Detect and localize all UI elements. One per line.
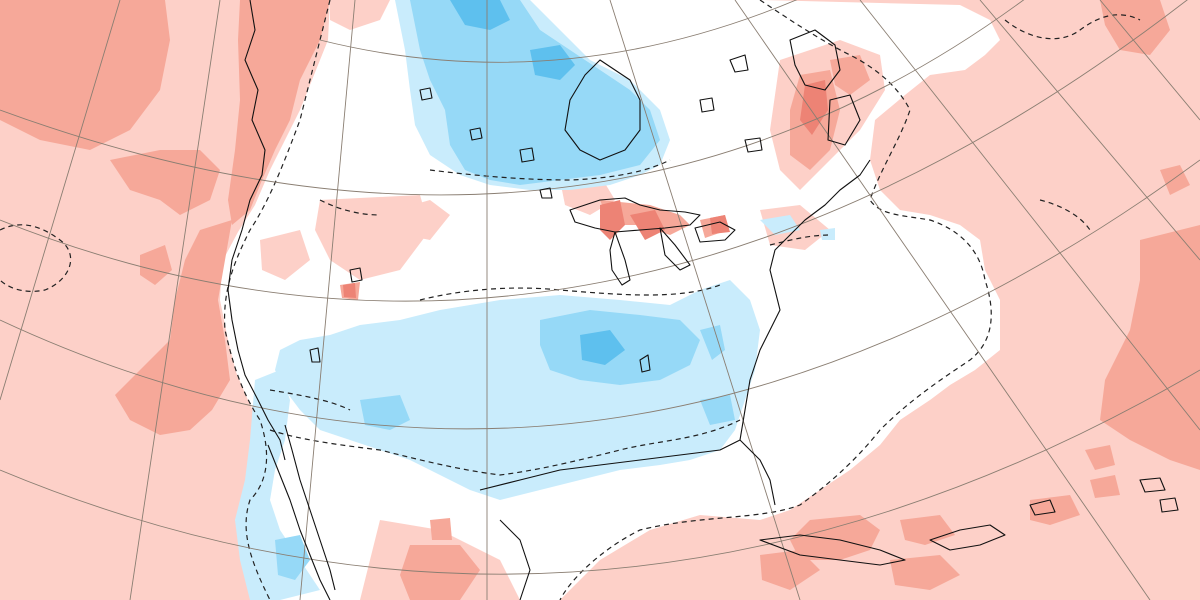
cool-anomaly-strong: [450, 0, 625, 365]
coastlines: [227, 0, 1179, 600]
zero-contour: [0, 0, 1141, 600]
